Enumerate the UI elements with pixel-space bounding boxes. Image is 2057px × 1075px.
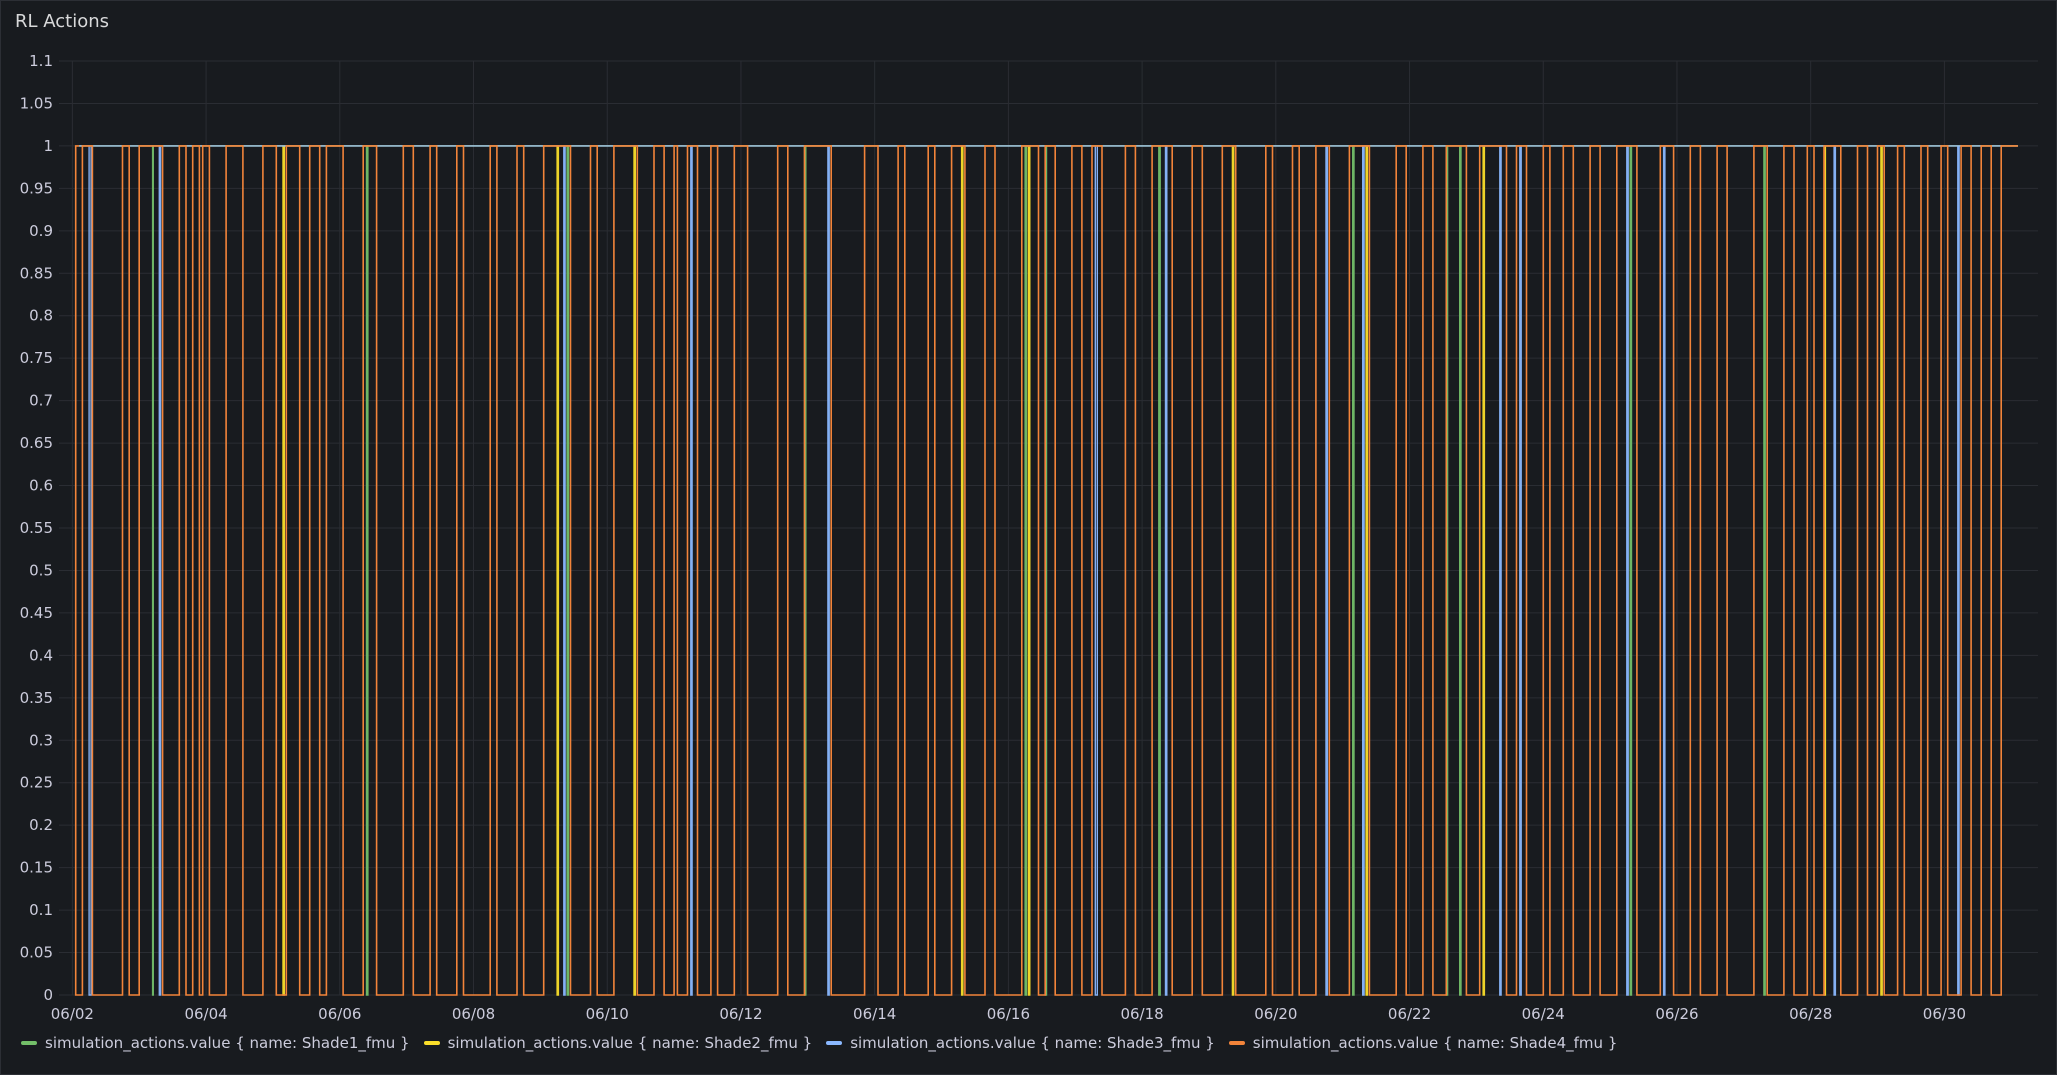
x-tick-label: 06/14 [853, 1005, 896, 1023]
y-tick-label: 0.65 [20, 434, 53, 452]
y-tick-label: 0.85 [20, 264, 53, 282]
x-tick-label: 06/08 [452, 1005, 495, 1023]
y-tick-label: 0.7 [29, 392, 53, 410]
x-tick-label: 06/16 [987, 1005, 1030, 1023]
x-tick-label: 06/24 [1522, 1005, 1565, 1023]
y-tick-label: 0.8 [29, 307, 53, 325]
x-tick-label: 06/10 [586, 1005, 629, 1023]
x-tick-label: 06/22 [1388, 1005, 1431, 1023]
y-tick-label: 0.25 [20, 774, 53, 792]
chart-legend: simulation_actions.value { name: Shade1_… [21, 1034, 1617, 1052]
x-tick-label: 06/18 [1120, 1005, 1163, 1023]
y-tick-label: 0.9 [29, 222, 53, 240]
legend-swatch [423, 1041, 440, 1045]
y-tick-label: 1 [43, 137, 53, 155]
x-tick-label: 06/30 [1923, 1005, 1966, 1023]
y-tick-label: 0.3 [29, 731, 53, 749]
y-tick-label: 0.05 [20, 944, 53, 962]
y-tick-label: 0.4 [29, 646, 53, 664]
legend-item[interactable]: simulation_actions.value { name: Shade1_… [21, 1034, 410, 1052]
y-tick-label: 0.1 [29, 901, 53, 919]
legend-label: simulation_actions.value { name: Shade3_… [850, 1034, 1215, 1052]
legend-label: simulation_actions.value { name: Shade4_… [1252, 1034, 1618, 1052]
y-tick-label: 0.55 [20, 519, 53, 537]
x-tick-label: 06/26 [1655, 1005, 1698, 1023]
y-tick-label: 0.2 [29, 816, 53, 834]
legend-item[interactable]: simulation_actions.value { name: Shade4_… [1228, 1034, 1618, 1052]
y-tick-label: 1.05 [20, 94, 53, 112]
y-tick-label: 0 [43, 986, 53, 1004]
panel-title: RL Actions [15, 11, 110, 32]
x-tick-label: 06/20 [1254, 1005, 1297, 1023]
x-tick-label: 06/28 [1789, 1005, 1832, 1023]
series-line-4 [74, 145, 2018, 996]
legend-swatch [1228, 1041, 1245, 1045]
y-tick-label: 1.1 [29, 52, 53, 70]
legend-swatch [826, 1041, 843, 1045]
y-tick-label: 0.5 [29, 561, 53, 579]
x-tick-label: 06/12 [719, 1005, 762, 1023]
x-tick-label: 06/06 [318, 1005, 361, 1023]
y-tick-label: 0.95 [20, 179, 53, 197]
legend-label: simulation_actions.value { name: Shade2_… [447, 1034, 813, 1052]
legend-label: simulation_actions.value { name: Shade1_… [45, 1034, 410, 1052]
legend-item[interactable]: simulation_actions.value { name: Shade2_… [423, 1034, 813, 1052]
y-tick-label: 0.35 [20, 689, 53, 707]
x-tick-label: 06/02 [51, 1005, 94, 1023]
legend-item[interactable]: simulation_actions.value { name: Shade3_… [826, 1034, 1215, 1052]
y-tick-label: 0.75 [20, 349, 53, 367]
y-tick-label: 0.15 [20, 859, 53, 877]
series-line-3 [79, 145, 2018, 996]
x-tick-label: 06/04 [184, 1005, 227, 1023]
y-tick-label: 0.45 [20, 604, 53, 622]
y-tick-label: 0.6 [29, 477, 53, 495]
legend-swatch [21, 1041, 37, 1045]
